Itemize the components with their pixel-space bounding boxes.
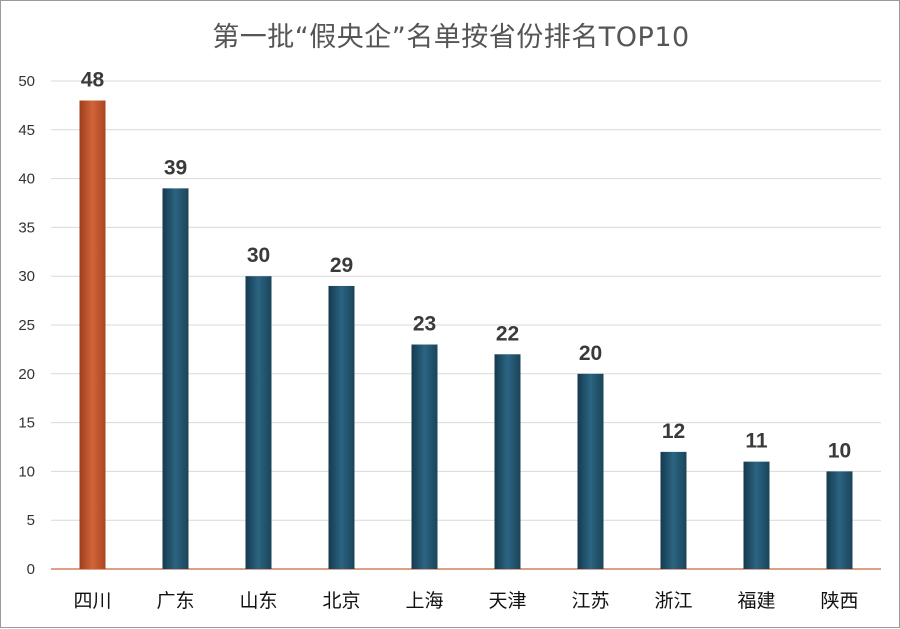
x-category-label: 福建	[737, 590, 775, 612]
bar-四川	[79, 100, 106, 570]
y-tick-label: 50	[18, 73, 35, 90]
bar-福建	[743, 461, 770, 569]
y-tick-label: 40	[18, 171, 35, 188]
x-category-label: 陕西	[820, 590, 858, 612]
y-tick-label: 10	[18, 463, 35, 480]
x-category-label: 浙江	[654, 590, 692, 612]
data-label: 29	[330, 254, 353, 277]
y-tick-label: 35	[18, 219, 35, 236]
data-label: 20	[579, 342, 602, 365]
bar-陕西	[826, 471, 853, 569]
data-label: 48	[81, 69, 105, 92]
data-label: 22	[496, 322, 519, 345]
y-tick-label: 5	[27, 512, 35, 529]
y-tick-label: 30	[18, 268, 35, 285]
data-label: 30	[247, 244, 270, 267]
bar-山东	[245, 276, 272, 569]
y-tick-label: 0	[27, 561, 35, 578]
data-label: 11	[745, 430, 768, 453]
x-category-label: 天津	[488, 590, 526, 612]
y-tick-label: 15	[18, 415, 35, 432]
data-label: 39	[164, 156, 187, 179]
bar-北京	[328, 285, 355, 569]
bar-上海	[411, 344, 438, 569]
x-category-label: 江苏	[571, 590, 609, 612]
chart-title: 第一批“假央企”名单按省份排名TOP10	[212, 22, 690, 53]
x-category-label: 北京	[322, 590, 360, 612]
x-category-label: 上海	[405, 590, 443, 612]
bar-广东	[162, 188, 189, 570]
x-category-label: 广东	[156, 590, 194, 612]
x-category-label: 四川	[73, 590, 111, 612]
y-tick-label: 45	[18, 122, 35, 139]
y-tick-label: 25	[18, 317, 35, 334]
data-label: 23	[413, 313, 436, 336]
bar-浙江	[660, 451, 687, 569]
y-tick-label: 20	[18, 366, 35, 383]
data-label: 10	[828, 439, 851, 462]
data-label: 12	[662, 420, 685, 443]
x-category-label: 山东	[239, 590, 277, 612]
bar-天津	[494, 354, 521, 569]
bar-江苏	[577, 373, 604, 569]
